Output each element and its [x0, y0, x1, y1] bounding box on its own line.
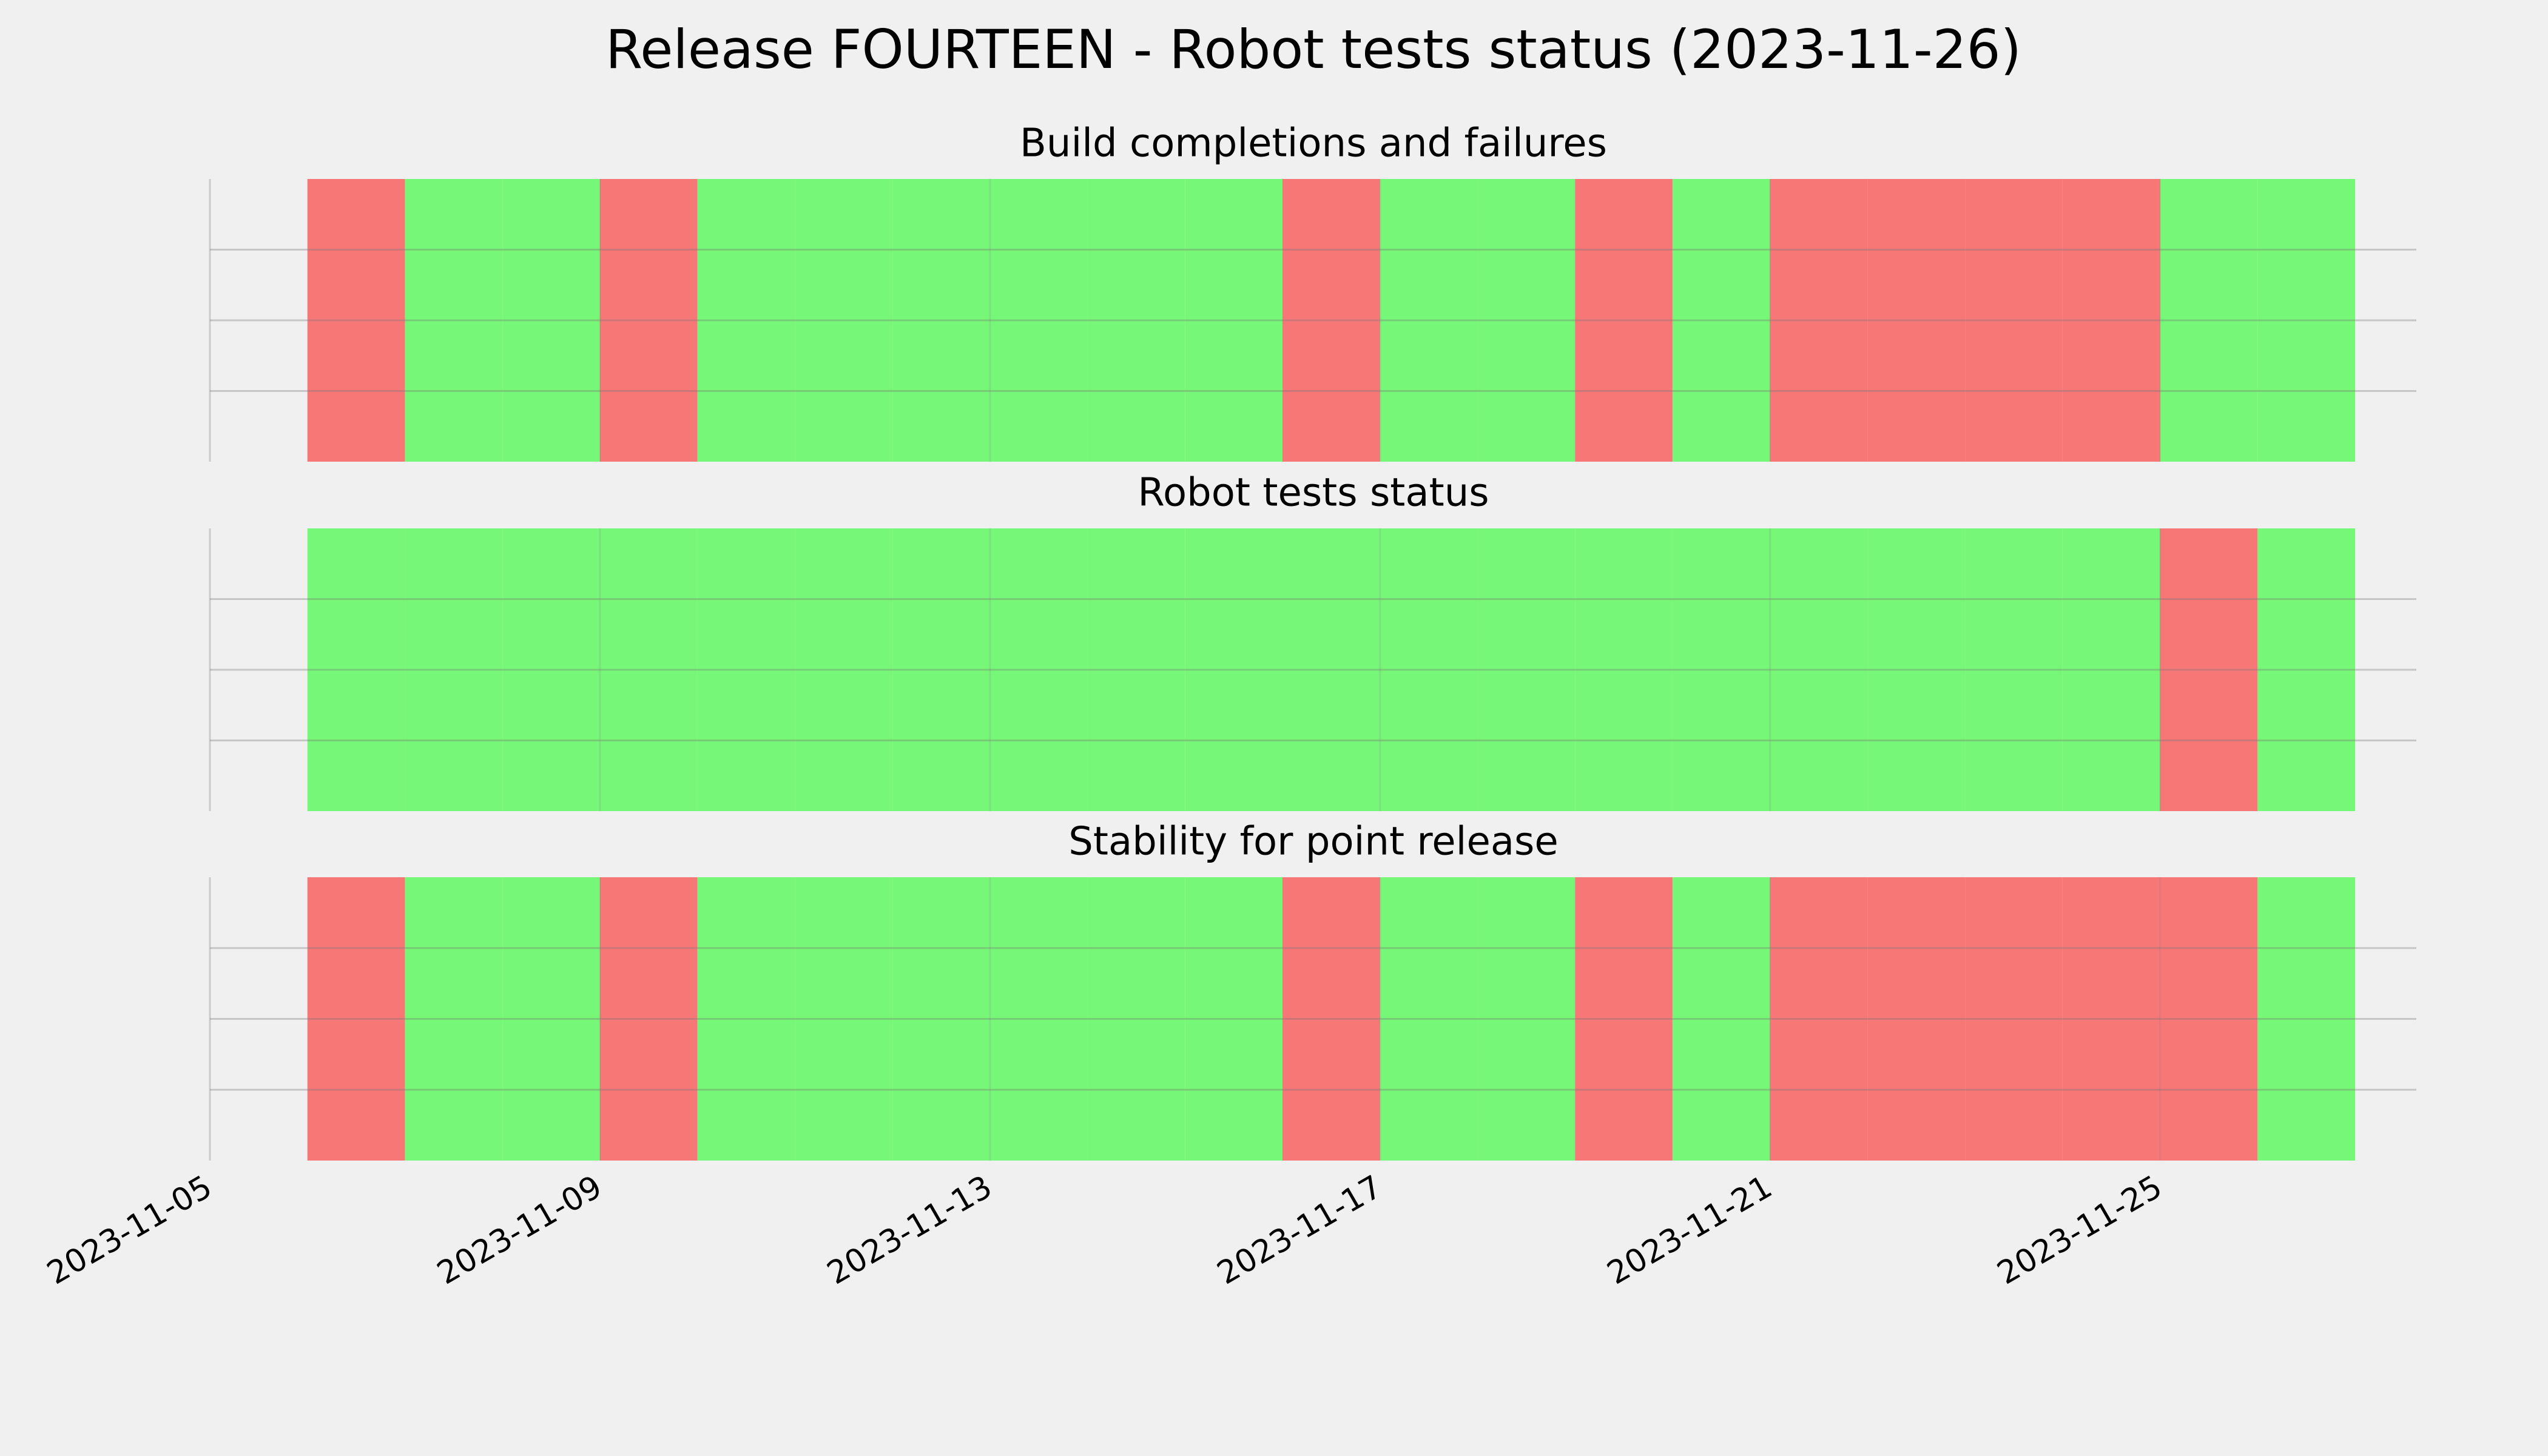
chart-title: Release FOURTEEN - Robot tests status (2…	[605, 18, 2021, 81]
status-span	[1965, 179, 2063, 462]
status-span	[2062, 877, 2160, 1161]
status-span	[1185, 528, 1282, 811]
status-span	[2160, 179, 2258, 462]
status-span	[599, 528, 698, 811]
status-span	[795, 877, 893, 1161]
status-span	[1380, 179, 1478, 462]
panel-title: Robot tests status	[1138, 471, 1489, 516]
status-span	[2062, 179, 2160, 462]
status-span	[2257, 528, 2355, 811]
status-span	[1282, 877, 1380, 1161]
status-span	[795, 528, 893, 811]
status-span	[1672, 877, 1770, 1161]
status-span	[1672, 179, 1770, 462]
status-span	[697, 179, 795, 462]
status-span	[697, 877, 795, 1161]
status-span	[1867, 179, 1966, 462]
status-span	[1087, 528, 1185, 811]
status-span	[1770, 528, 1868, 811]
status-span	[1867, 877, 1966, 1161]
panel-title: Stability for point release	[1068, 820, 1559, 864]
status-span	[1282, 179, 1380, 462]
status-span	[1965, 528, 2063, 811]
status-span	[1087, 179, 1185, 462]
status-span	[405, 179, 503, 462]
status-span	[405, 528, 503, 811]
status-span	[307, 528, 405, 811]
status-span	[2062, 528, 2160, 811]
status-span	[405, 877, 503, 1161]
status-span	[795, 179, 893, 462]
status-span	[2160, 877, 2258, 1161]
status-span	[2257, 877, 2355, 1161]
status-span	[989, 179, 1088, 462]
status-span	[1770, 179, 1868, 462]
status-span	[1477, 877, 1576, 1161]
status-span	[892, 179, 990, 462]
status-span	[502, 877, 600, 1161]
status-span	[599, 179, 698, 462]
status-span	[1867, 528, 1966, 811]
status-span	[1575, 877, 1673, 1161]
status-span	[502, 528, 600, 811]
status-span	[502, 179, 600, 462]
status-span	[1672, 528, 1770, 811]
status-span	[1575, 179, 1673, 462]
status-span	[1380, 877, 1478, 1161]
status-span	[1965, 877, 2063, 1161]
status-span	[989, 528, 1088, 811]
status-span	[2160, 528, 2258, 811]
status-span	[1380, 528, 1478, 811]
status-span	[892, 877, 990, 1161]
status-span	[697, 528, 795, 811]
status-span	[1477, 528, 1576, 811]
status-span	[1185, 877, 1282, 1161]
status-span	[1770, 877, 1868, 1161]
status-span	[307, 877, 405, 1161]
status-span	[1575, 528, 1673, 811]
status-span	[2257, 179, 2355, 462]
panel-title: Build completions and failures	[1020, 121, 1607, 166]
status-span	[989, 877, 1088, 1161]
status-span	[307, 179, 405, 462]
status-span	[1282, 528, 1380, 811]
status-span	[1477, 179, 1576, 462]
status-span	[599, 877, 698, 1161]
status-span	[1087, 877, 1185, 1161]
status-span	[1185, 179, 1282, 462]
status-span	[892, 528, 990, 811]
